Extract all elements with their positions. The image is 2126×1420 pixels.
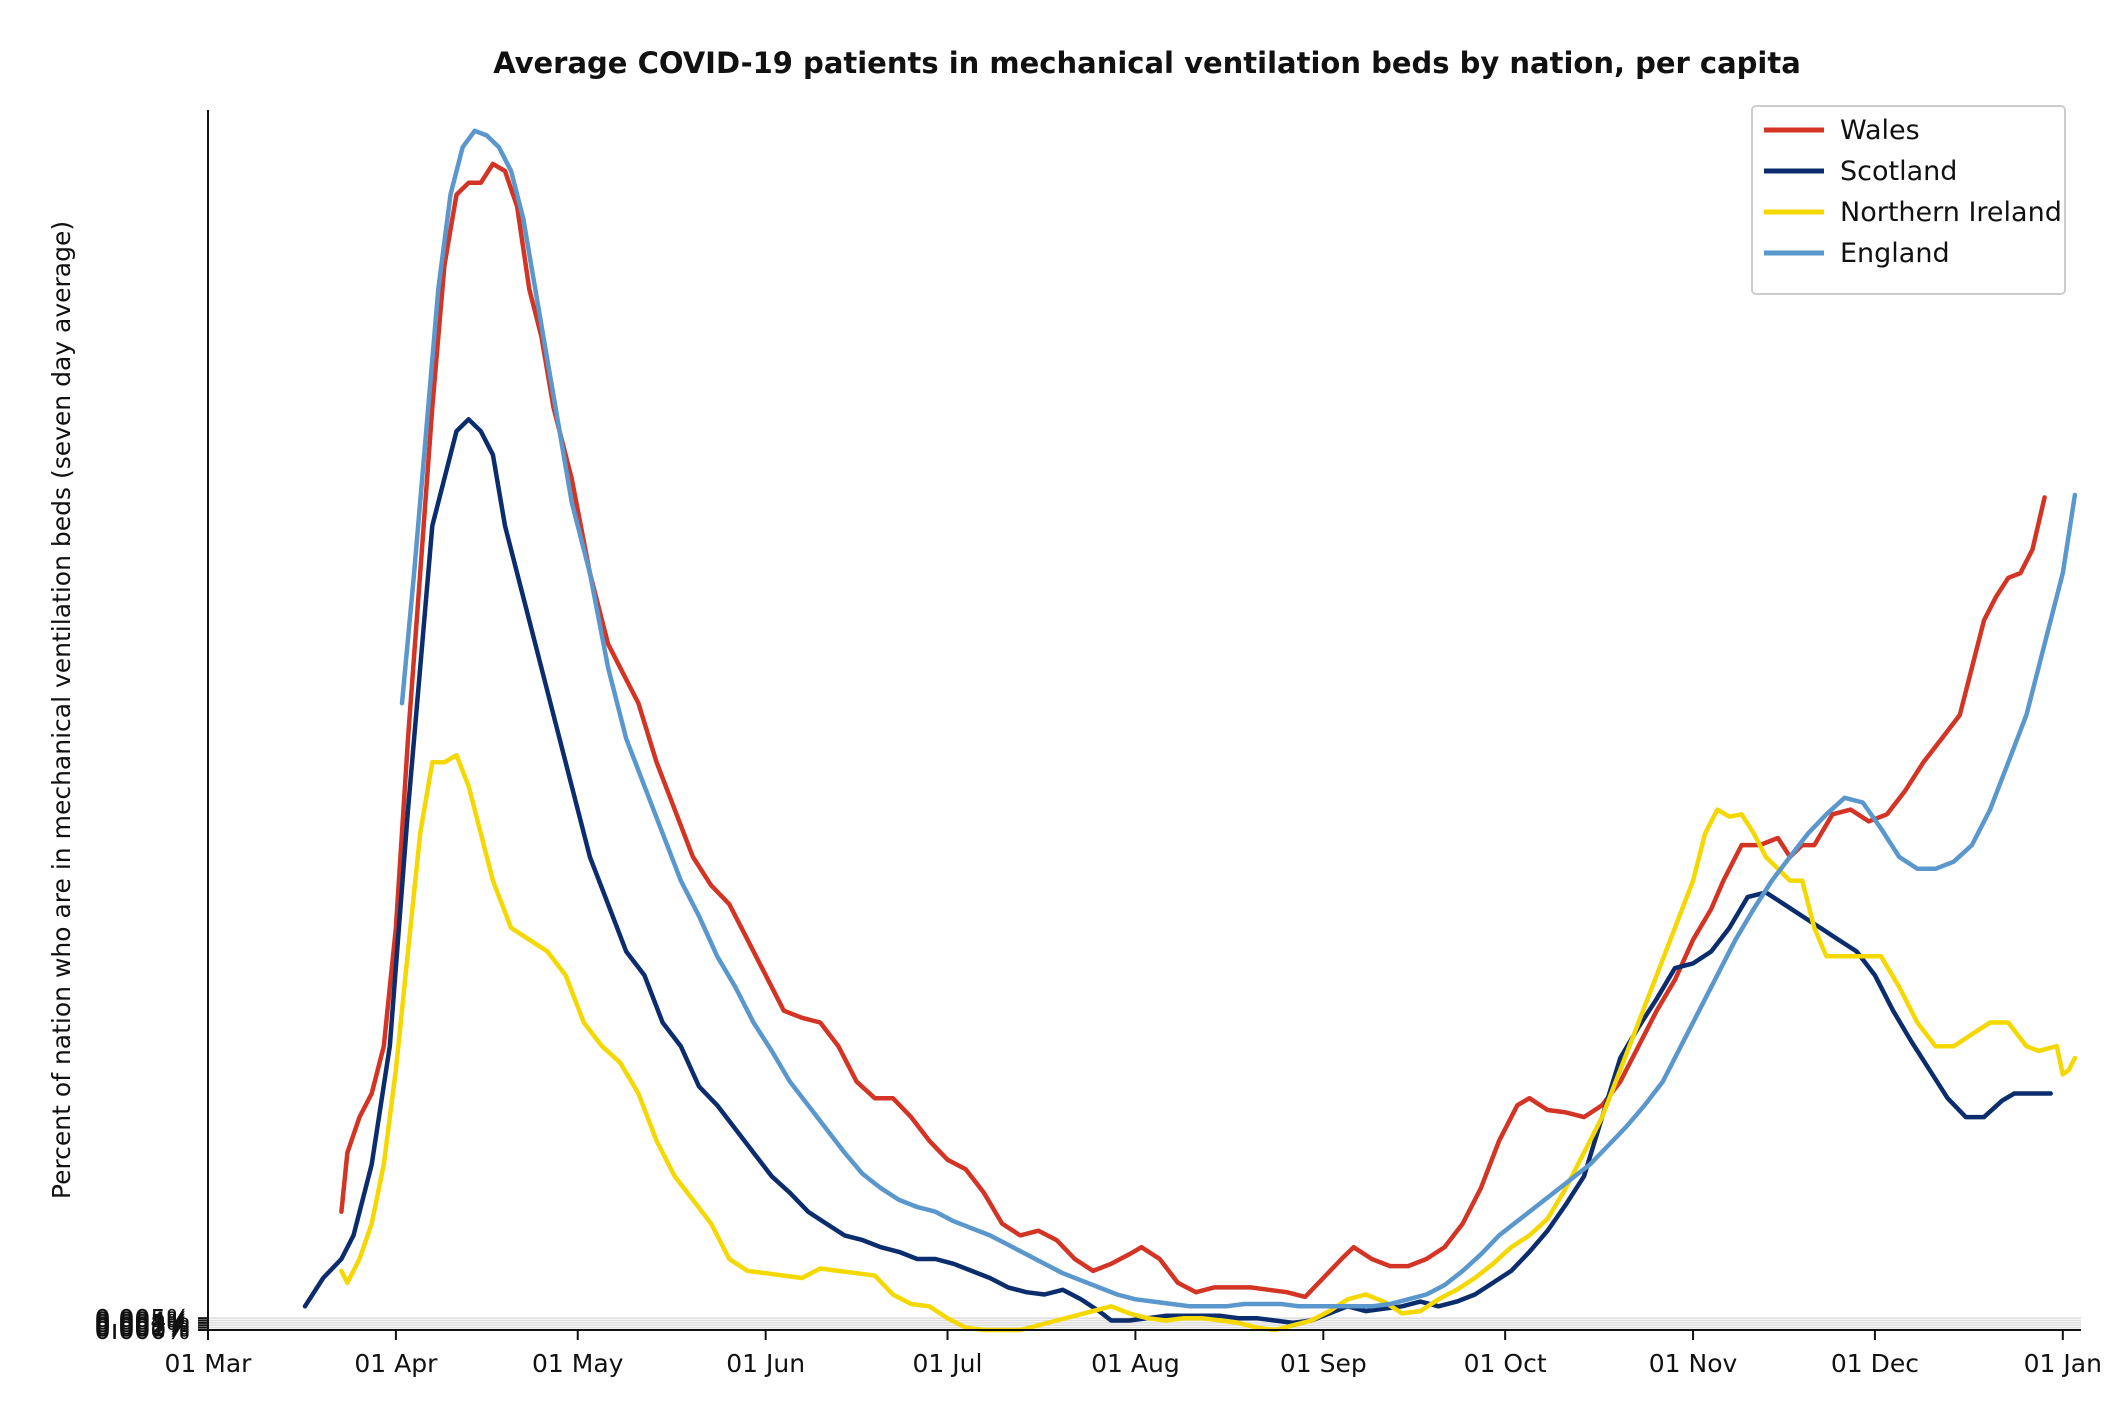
legend-label-wales: Wales [1840,115,1920,146]
x-tick-label: 01 Jun [726,1349,805,1378]
x-tick-label: 01 Apr [354,1349,438,1378]
y-tick-label: 0.004% [95,1307,190,1336]
x-tick-label: 01 Mar [165,1349,253,1378]
x-tick-label: 01 Oct [1464,1349,1547,1378]
legend-label-england: England [1840,238,1950,269]
x-tick-label: 01 Nov [1649,1349,1738,1378]
x-tick-label: 01 Jan [2024,1349,2102,1378]
series-line-scotland [302,417,2053,1326]
x-tick-label: 01 Jul [913,1349,983,1378]
legend: Wales Scotland Northern Ireland England [1751,105,2066,295]
legend-box [1751,105,2066,295]
series-line-england [399,128,2078,1309]
y-tick-label: 0.005% [95,1304,190,1333]
axes: 0.000%0.001%0.002%0.003%0.004%0.005% 01 M… [95,110,2102,1378]
series-lines [302,128,2078,1333]
y-tick-label: 0.003% [95,1309,190,1338]
legend-label-northern-ireland: Northern Ireland [1840,197,2062,228]
series-line-northern-ireland [339,752,2078,1333]
x-tick-label: 01 Aug [1091,1349,1180,1378]
y-axis-label: Percent of nation who are in mechanical … [47,221,76,1199]
x-tick-label: 01 May [532,1349,624,1378]
y-tick-label: 0.001% [95,1314,190,1343]
y-tick-label: 0.000% [95,1316,190,1345]
y-tick-label: 0.002% [95,1311,190,1340]
x-tick-label: 01 Dec [1831,1349,1919,1378]
legend-label-scotland: Scotland [1840,156,1957,187]
x-tick-label: 01 Sep [1280,1349,1367,1378]
series-line-wales [339,161,2047,1300]
chart-title: Average COVID-19 patients in mechanical … [493,46,1801,80]
